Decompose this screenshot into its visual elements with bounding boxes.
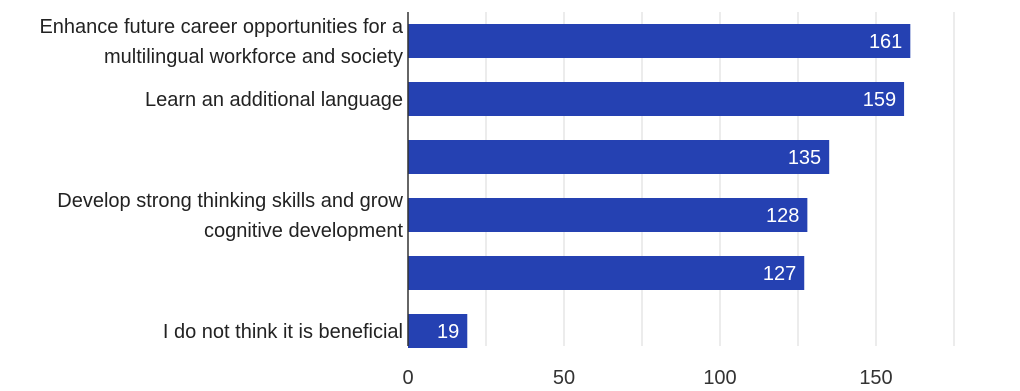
category-label-line: Enhance future career opportunities for …	[39, 16, 403, 38]
x-axis-ticks: 0 50 100 150	[402, 367, 892, 389]
bar-value-label: 19	[437, 321, 459, 343]
bar-layer: 161 159 135 128 127 19	[408, 24, 911, 348]
bar	[408, 24, 911, 58]
bar	[408, 314, 468, 348]
bar	[408, 140, 830, 174]
x-tick-label: 100	[703, 367, 736, 386]
bar-value-label: 128	[766, 205, 799, 227]
category-label: Develop strong thinking skills and grow c…	[57, 190, 403, 242]
category-label: I do not think it is beneficial	[163, 321, 403, 343]
grid-layer	[485, 12, 955, 346]
bar	[408, 198, 808, 232]
category-label-line: I do not think it is beneficial	[163, 321, 403, 343]
bar-value-label: 135	[788, 147, 821, 169]
bar-value-label: 127	[763, 263, 796, 285]
category-labels: Enhance future career opportunities for …	[39, 16, 403, 343]
bar	[408, 256, 805, 290]
bar-value-label: 159	[863, 89, 896, 111]
category-label-line: Develop strong thinking skills and grow	[57, 190, 403, 212]
category-label: Learn an additional language	[145, 89, 403, 111]
category-label: Enhance future career opportunities for …	[39, 16, 403, 68]
category-label-line: cognitive development	[204, 220, 403, 242]
category-label-line: Learn an additional language	[145, 89, 403, 111]
x-tick-label: 50	[553, 367, 575, 386]
x-tick-label: 0	[402, 367, 413, 386]
bar	[408, 82, 905, 116]
x-tick-label: 150	[859, 367, 892, 386]
category-label-line: multilingual workforce and society	[104, 46, 403, 68]
bar-value-label: 161	[869, 31, 902, 53]
